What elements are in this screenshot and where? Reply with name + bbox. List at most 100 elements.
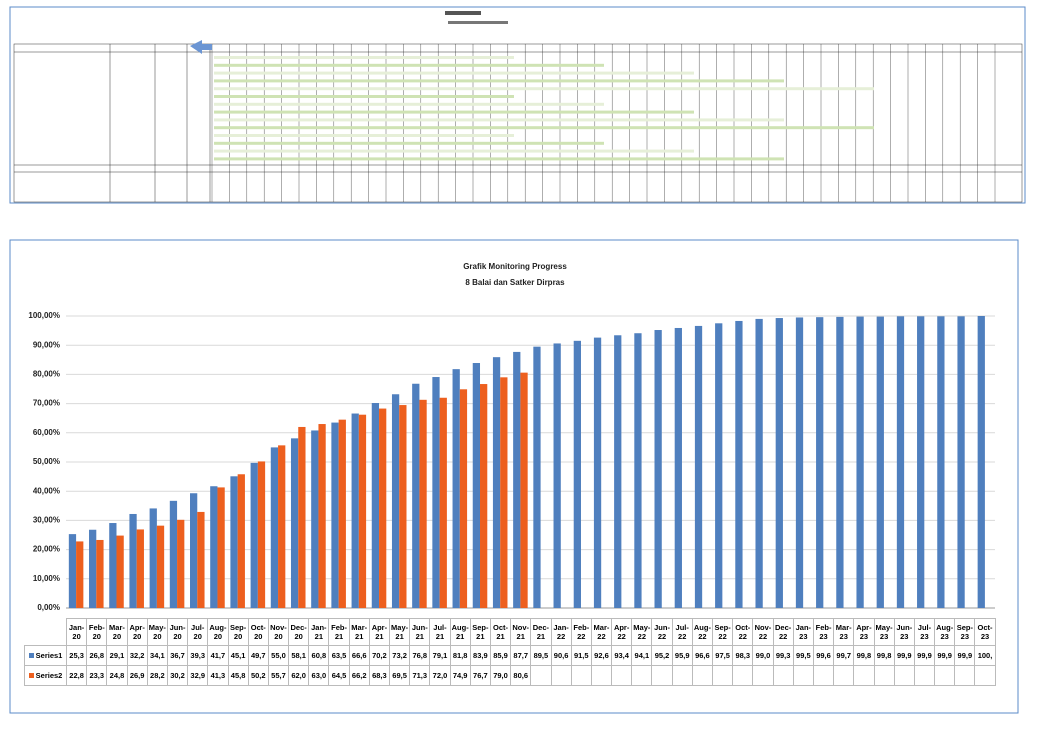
value-cell: 99,9 xyxy=(893,645,915,666)
sheet-cells xyxy=(211,44,996,202)
bar xyxy=(149,508,157,608)
value-cell xyxy=(732,665,754,686)
value-cell: 99,9 xyxy=(934,645,956,666)
series-row: Series2 22,8 23,3 24,8 26,9 28,2 30,2 32,9 41,3 4… xyxy=(24,665,996,686)
bar xyxy=(856,316,864,608)
sheet-row xyxy=(214,87,874,91)
bar xyxy=(755,318,763,608)
category-label: Feb-21 xyxy=(328,618,350,646)
legend-cell: Series1 xyxy=(24,645,67,666)
bar xyxy=(210,486,218,608)
value-cell: 79,1 xyxy=(429,645,451,666)
category-label: Apr-20 xyxy=(126,618,148,646)
header-row: Jan-20 Feb-20 Mar-20 Apr-20 May-20 Jun-20 Jul-… xyxy=(25,618,996,646)
category-label: Jan-23 xyxy=(792,618,814,646)
value-cell: 71,3 xyxy=(409,665,431,686)
value-cell: 99,3 xyxy=(772,645,794,666)
bar xyxy=(654,330,662,608)
value-cell: 87,7 xyxy=(510,645,532,666)
value-label: 79,0 xyxy=(493,671,508,680)
value-label: 45,1 xyxy=(230,651,246,660)
value-cell: 94,1 xyxy=(631,645,653,666)
category-label: Jun-22 xyxy=(651,618,673,646)
value-cell xyxy=(752,665,774,686)
value-cell: 45,1 xyxy=(227,645,249,666)
sheet-row xyxy=(214,126,874,130)
value-label: 39,3 xyxy=(190,651,206,660)
sheet-title xyxy=(445,11,481,15)
value-label: 22,8 xyxy=(69,671,84,680)
value-cell: 29,1 xyxy=(106,645,128,666)
category-label: Jun-20 xyxy=(166,618,189,646)
category-label: Aug-22 xyxy=(691,618,714,646)
category-label: May-23 xyxy=(873,618,895,646)
value-cell xyxy=(611,665,633,686)
value-label: 58,1 xyxy=(291,651,306,660)
bar xyxy=(298,426,306,608)
value-cell xyxy=(671,665,693,686)
sheet-row xyxy=(214,102,604,106)
y-tick-label: 0,00% xyxy=(37,603,60,612)
legend-cell: Series2 xyxy=(24,665,67,686)
category-label: Dec-21 xyxy=(530,618,552,646)
bar xyxy=(735,320,743,608)
value-cell: 60,8 xyxy=(308,645,330,666)
chart-subtitle: 8 Balai dan Satker Dirpras xyxy=(465,278,565,287)
value-cell: 32,9 xyxy=(187,665,209,686)
value-cell: 22,8 xyxy=(65,665,88,686)
value-label: 94,1 xyxy=(634,651,650,660)
value-label: 41,7 xyxy=(210,651,226,660)
bar xyxy=(816,317,824,608)
legend-label: Series2 xyxy=(35,671,63,680)
value-cell: 39,3 xyxy=(187,645,209,666)
value-cell: 45,8 xyxy=(227,665,249,686)
bar xyxy=(270,447,279,608)
value-cell: 99,6 xyxy=(812,645,835,666)
sheet-row xyxy=(214,71,694,75)
value-cell xyxy=(873,665,895,686)
value-label: 99,8 xyxy=(856,651,872,660)
value-label: 93,4 xyxy=(614,651,629,660)
category-label: Apr-23 xyxy=(853,618,875,646)
value-cell xyxy=(631,665,653,686)
value-label: 32,2 xyxy=(129,651,145,660)
bar xyxy=(513,351,521,608)
bar xyxy=(419,399,427,608)
value-label: 25,3 xyxy=(69,651,84,660)
category-label: Nov-21 xyxy=(510,618,532,646)
value-cell xyxy=(954,665,976,686)
value-label: 36,7 xyxy=(170,651,185,660)
legend-marker xyxy=(28,673,34,678)
value-cell: 83,9 xyxy=(469,645,491,666)
value-label: 99,8 xyxy=(876,651,892,660)
value-cell xyxy=(651,665,673,686)
y-tick-label: 60,00% xyxy=(33,428,60,437)
category-label: Feb-20 xyxy=(86,618,108,646)
value-label: 99,9 xyxy=(937,651,952,660)
category-label: Aug-20 xyxy=(207,618,229,646)
value-cell: 32,2 xyxy=(126,645,148,666)
value-cell: 99,7 xyxy=(833,645,855,666)
value-cell: 70,2 xyxy=(368,645,391,666)
value-label: 87,7 xyxy=(513,651,529,660)
bar xyxy=(331,422,339,608)
value-label: 62,0 xyxy=(291,671,306,680)
value-cell: 85,9 xyxy=(489,645,512,666)
bar xyxy=(136,529,144,608)
bar xyxy=(257,461,266,608)
value-label: 26,8 xyxy=(89,651,105,660)
category-label: Nov-20 xyxy=(267,618,290,646)
value-label: 99,5 xyxy=(796,651,811,660)
value-label: 81,8 xyxy=(452,651,468,660)
value-cell xyxy=(913,665,936,686)
value-label: 24,8 xyxy=(109,671,125,680)
value-cell: 63,0 xyxy=(308,665,330,686)
value-cell: 28,2 xyxy=(146,665,168,686)
value-label: 95,9 xyxy=(674,651,690,660)
value-label: 100, xyxy=(977,651,993,660)
y-tick-label: 50,00% xyxy=(33,457,60,466)
value-label: 73,2 xyxy=(392,651,407,660)
bar xyxy=(197,511,205,608)
value-cell: 30,2 xyxy=(166,665,189,686)
